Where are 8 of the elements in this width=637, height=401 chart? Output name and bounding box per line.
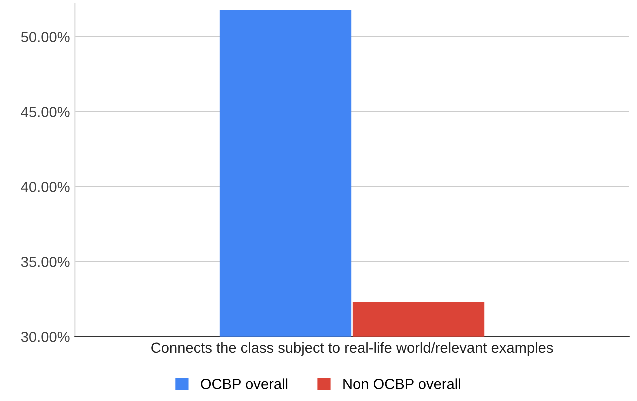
y-tick-label: 35.00% bbox=[21, 256, 70, 268]
legend-label: OCBP overall bbox=[201, 378, 288, 390]
legend-label: Non OCBP overall bbox=[344, 378, 460, 390]
y-tick-label: 50.00% bbox=[21, 32, 70, 42]
x-tick-label: Connects the class subject to real-life world/relevant examples bbox=[152, 342, 554, 356]
y-tick-label: 40.00% bbox=[21, 182, 70, 192]
y-tick-label: 45.00% bbox=[21, 107, 70, 118]
y-tick-label: 30.00% bbox=[21, 332, 70, 342]
